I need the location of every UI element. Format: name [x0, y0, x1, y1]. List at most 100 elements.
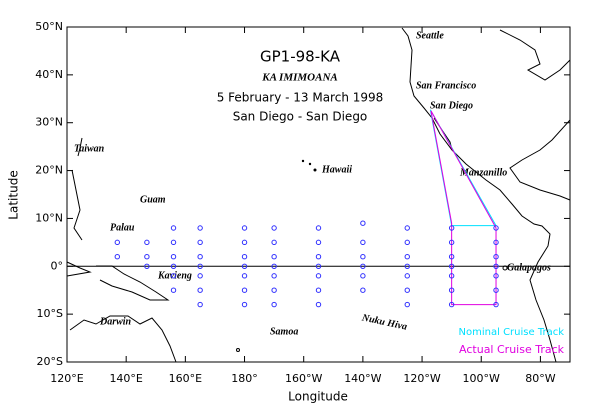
- station: [360, 263, 366, 269]
- y-tick-label: 0°: [51, 259, 64, 272]
- x-tick-label: 160°W: [285, 372, 322, 385]
- station: [241, 301, 248, 308]
- station: [448, 287, 455, 293]
- plot-frame: [66, 26, 571, 363]
- station: [404, 239, 410, 246]
- place-label: Taiwan: [74, 143, 105, 154]
- y-tick-label: 20°S: [37, 355, 63, 368]
- station: [404, 225, 410, 231]
- x-tick-label: 140°E: [109, 372, 142, 385]
- gulf-coast: [509, 119, 571, 201]
- dates: 5 February - 13 March 1998: [217, 91, 384, 105]
- x-tick-label: 120°W: [403, 372, 440, 385]
- legend-entry: Actual Cruise Track: [459, 343, 565, 356]
- place-label: Galapagos: [507, 262, 551, 273]
- new-guinea: [96, 265, 170, 301]
- subtitle: KA IMIMOANA: [261, 72, 338, 84]
- station: [271, 301, 277, 308]
- hawaii-island: [301, 159, 305, 163]
- fiji-island: [236, 348, 240, 352]
- place-label: Seattle: [416, 30, 444, 41]
- station: [241, 254, 248, 260]
- title: GP1-98-KA: [260, 48, 341, 66]
- place-label: San Diego: [430, 100, 473, 111]
- station: [448, 263, 455, 269]
- coastlines: [66, 27, 571, 363]
- station: [114, 254, 121, 260]
- station: [170, 239, 177, 246]
- station: [315, 239, 322, 246]
- station: [404, 273, 410, 279]
- station: [241, 239, 248, 246]
- station: [315, 273, 322, 279]
- place-label: San Francisco: [416, 80, 476, 91]
- station: [360, 273, 366, 279]
- station: [360, 220, 366, 226]
- station: [360, 287, 366, 293]
- station: [493, 287, 499, 293]
- station: [197, 239, 203, 246]
- taiwan: [77, 137, 83, 157]
- place-label: Kavieng: [157, 270, 192, 281]
- station: [493, 225, 499, 231]
- station: [271, 287, 277, 293]
- station: [170, 263, 177, 269]
- station: [241, 273, 248, 279]
- place-label: Darwin: [99, 316, 132, 327]
- x-tick-label: 100°W: [463, 372, 500, 385]
- station: [315, 225, 322, 231]
- y-tick-label: 40°N: [35, 68, 63, 81]
- great-lakes: [499, 29, 571, 81]
- station: [404, 254, 410, 260]
- station: [144, 239, 150, 246]
- station: [315, 254, 322, 260]
- x-tick-label: 180°: [231, 372, 258, 385]
- hawaii-island: [313, 168, 317, 172]
- place-label: Guam: [140, 194, 166, 205]
- y-tick-label: 50°N: [35, 20, 63, 33]
- place-label: Palau: [110, 222, 135, 233]
- cruise-track: [430, 110, 497, 306]
- station: [170, 287, 177, 293]
- station: [241, 225, 248, 231]
- y-tick-label: 10°N: [35, 211, 63, 224]
- station: [448, 273, 455, 279]
- australia: [69, 315, 177, 363]
- station: [315, 301, 322, 308]
- north-america-coast: [401, 27, 557, 363]
- station: [360, 239, 366, 246]
- place-label: Manzanillo: [459, 167, 507, 178]
- station: [493, 263, 499, 269]
- station: [404, 301, 410, 308]
- station: [271, 239, 277, 246]
- station: [170, 254, 177, 260]
- station: [271, 254, 277, 260]
- station: [315, 263, 322, 269]
- station: [404, 263, 410, 269]
- station: [493, 254, 499, 260]
- station: [197, 273, 203, 279]
- station: [448, 254, 455, 260]
- y-tick-label: 30°N: [35, 116, 63, 129]
- x-tick-label: 80°W: [525, 372, 555, 385]
- station: [241, 263, 248, 269]
- x-tick-label: 140°W: [344, 372, 381, 385]
- station: [170, 225, 177, 231]
- station: [271, 263, 277, 269]
- station: [144, 254, 150, 260]
- station: [315, 287, 322, 293]
- x-axis-label: Longitude: [288, 390, 348, 404]
- place-label: Nuku Hiva: [360, 312, 408, 332]
- station: [271, 225, 277, 231]
- station: [448, 239, 455, 246]
- station: [404, 287, 410, 293]
- route: San Diego - San Diego: [233, 110, 368, 124]
- station: [493, 239, 499, 246]
- legend-entry: Nominal Cruise Track: [459, 327, 565, 338]
- station: [448, 225, 455, 231]
- station: [448, 301, 455, 308]
- station: [170, 273, 177, 279]
- place-label: Hawaii: [321, 164, 352, 175]
- place-label: Samoa: [270, 326, 298, 337]
